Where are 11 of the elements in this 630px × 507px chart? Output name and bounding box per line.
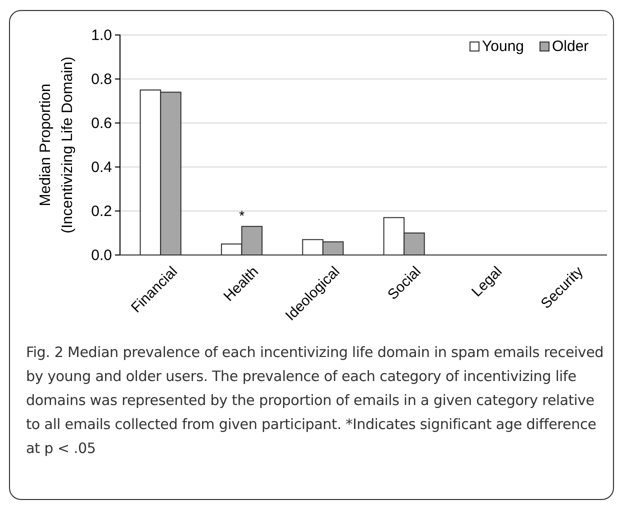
y-tick-label: 0.2 bbox=[91, 202, 112, 220]
caption: Fig. 2 Median prevalence of each incentivizing life domain in spam emails received by young and older users. The prevalence of each category of incentivizing life domains was represented by the proportion of emails in a given category relative to all emails collected from given participant. *Indicates significant age difference at p < .05 bbox=[26, 345, 604, 457]
legend-label: Young bbox=[482, 38, 524, 55]
y-tick-label: 0.8 bbox=[91, 70, 112, 88]
y-tick-label: 0.4 bbox=[91, 158, 112, 176]
legend-label: Older bbox=[552, 38, 589, 55]
y-tick-label: 0.0 bbox=[91, 246, 112, 264]
annotation: * bbox=[239, 207, 246, 224]
y-tick-label: 1.0 bbox=[91, 26, 112, 44]
y-axis-title: Median Proportion (Incentivizing Life Domain) bbox=[37, 56, 76, 234]
y-tick-label: 0.6 bbox=[91, 114, 112, 132]
